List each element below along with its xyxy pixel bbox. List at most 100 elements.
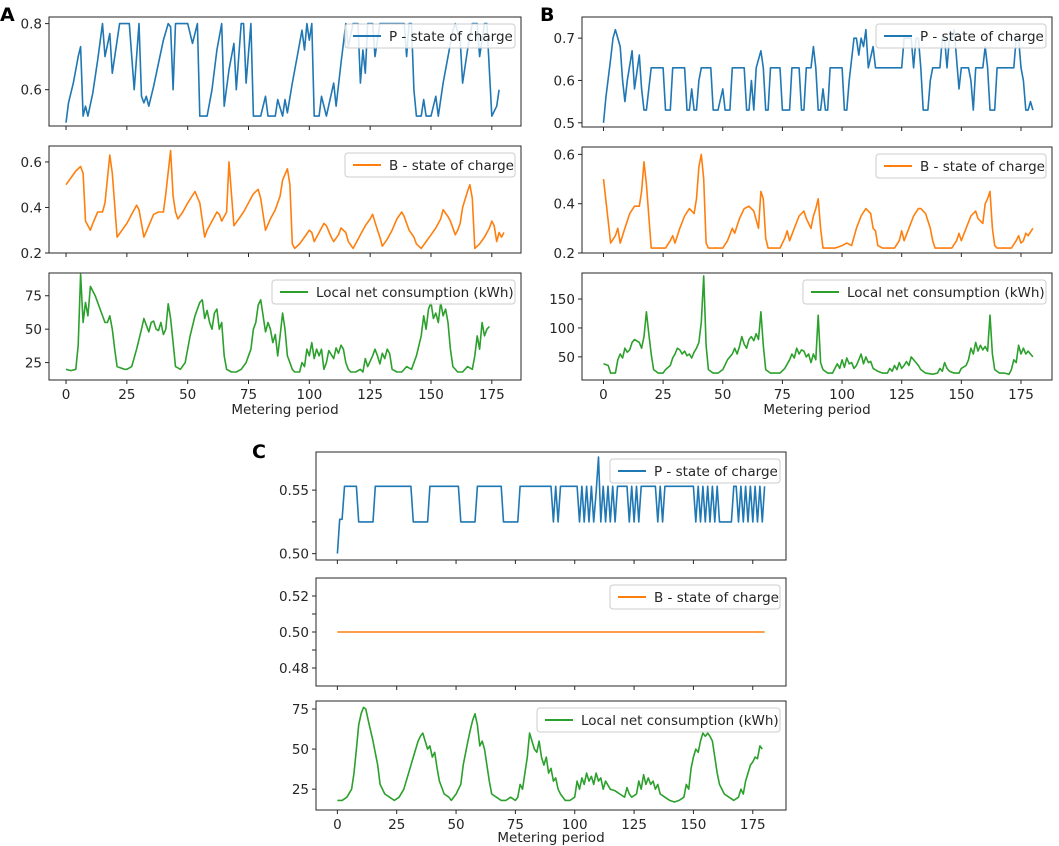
x-axis-label: Metering period	[231, 402, 338, 418]
y-tick-label: 50	[558, 350, 575, 366]
x-tick-label: 175	[479, 387, 505, 403]
legend-box	[536, 707, 781, 733]
x-tick-label: 25	[388, 817, 405, 833]
y-tick-label: 0.6	[21, 155, 42, 171]
series-line-p	[65, 22, 500, 123]
y-tick-label: 0.52	[279, 589, 309, 605]
panel-letter-a: A	[0, 4, 15, 26]
y-tick-label: 0.2	[21, 246, 42, 262]
x-tick-label: 75	[774, 387, 791, 403]
subplot-b-p: 0.5 0.6 0.7 P - state of charge	[554, 16, 1053, 132]
subplot-a-l: 25 50 75 0 25 50 75 100 125 150 175 Local net consu…	[25, 272, 522, 403]
x-tick-label: 125	[357, 387, 383, 403]
axes-frame	[48, 16, 522, 127]
x-tick-label: 0	[333, 817, 342, 833]
subplot-c-b: 0.48 0.50 0.52 B - state of charge	[279, 577, 787, 690]
legend-box	[344, 23, 516, 49]
y-tick-label: 0.50	[279, 547, 309, 563]
legend-box	[875, 23, 1047, 49]
subplot-b-b: 0.2 0.4 0.6 B - state of charge	[554, 146, 1053, 262]
x-tick-label: 125	[621, 817, 647, 833]
axes-frame	[581, 272, 1053, 381]
legend-box	[609, 458, 781, 484]
x-tick-label: 150	[418, 387, 444, 403]
series-line-l	[603, 275, 1034, 376]
legend-label: B - state of charge	[654, 590, 779, 606]
y-tick-label: 50	[25, 322, 42, 338]
y-tick-label: 0.55	[279, 483, 309, 499]
subplot-b-l: 50 100 150 0 25 50 75 100 125 150 175 Local net con…	[549, 272, 1053, 403]
y-tick-label: 0.4	[21, 200, 42, 216]
legend: B - state of charge	[875, 153, 1047, 179]
panel-letter-c: C	[252, 441, 266, 463]
x-tick-label: 50	[447, 817, 464, 833]
y-tick-label: 25	[25, 356, 42, 372]
series-line-b	[602, 153, 1034, 249]
axes-frame	[315, 700, 787, 811]
subplot-c-p: 0.50 0.55 P - state of charge	[279, 451, 787, 564]
x-tick-label: 175	[1008, 387, 1034, 403]
y-tick-label: 75	[25, 289, 42, 305]
y-tick-label: 0.2	[554, 246, 575, 262]
legend: Local net consumption (kWh)	[271, 279, 516, 305]
legend: B - state of charge	[344, 152, 516, 178]
y-tick-label: 25	[292, 782, 309, 798]
y-tick-label: 0.50	[279, 625, 309, 641]
y-tick-label: 0.7	[554, 31, 575, 47]
x-tick-label: 150	[681, 817, 707, 833]
series-line-b	[65, 149, 505, 250]
series-line-p	[602, 28, 1034, 123]
legend-label: P - state of charge	[654, 464, 778, 480]
legend-label: Local net consumption (kWh)	[316, 285, 514, 301]
x-tick-label: 100	[829, 387, 855, 403]
x-tick-label: 125	[889, 387, 915, 403]
series-line-l	[65, 273, 490, 373]
y-tick-label: 0.48	[279, 661, 309, 677]
series-line-p	[336, 456, 766, 554]
x-tick-label: 0	[599, 387, 608, 403]
x-tick-label: 50	[179, 387, 196, 403]
y-tick-label: 100	[549, 321, 575, 337]
legend-label: Local net consumption (kWh)	[847, 285, 1045, 301]
legend-box	[271, 279, 516, 305]
y-tick-label: 0.6	[21, 83, 42, 99]
axes-frame	[581, 16, 1053, 128]
legend-label: Local net consumption (kWh)	[581, 713, 779, 729]
axes-frame	[315, 451, 787, 561]
panel-letter-b: B	[540, 4, 554, 26]
legend: B - state of charge	[609, 584, 781, 610]
x-axis-label: Metering period	[497, 830, 604, 846]
x-tick-label: 50	[714, 387, 731, 403]
x-tick-label: 150	[948, 387, 974, 403]
legend-label: P - state of charge	[389, 29, 513, 45]
y-tick-label: 0.6	[554, 147, 575, 163]
legend-box	[344, 152, 516, 178]
legend: Local net consumption (kWh)	[802, 279, 1047, 305]
y-tick-label: 75	[292, 702, 309, 718]
axes-frame	[48, 272, 522, 381]
y-tick-label: 150	[549, 292, 575, 308]
legend: Local net consumption (kWh)	[536, 707, 781, 733]
legend: P - state of charge	[609, 458, 781, 484]
y-tick-label: 0.6	[554, 73, 575, 89]
x-tick-label: 25	[655, 387, 672, 403]
x-tick-label: 100	[562, 817, 588, 833]
x-tick-label: 175	[740, 817, 766, 833]
series-line-l	[337, 706, 763, 803]
x-tick-label: 75	[507, 817, 524, 833]
legend-label: B - state of charge	[920, 159, 1045, 175]
x-tick-label: 100	[296, 387, 322, 403]
x-tick-label: 0	[62, 387, 71, 403]
subplot-c-l: 25 50 75 0 25 50 75 100 125 150 175 Local net consu…	[292, 700, 787, 833]
panel-b: B 0.5 0.6 0.7 P - state of charge 0.2 0.4 0.6 B …	[540, 4, 1053, 418]
axes-frame	[48, 145, 522, 254]
x-tick-label: 75	[240, 387, 257, 403]
panel-c: C 0.50 0.55 P - state of charge 0.48 0.50 0.52…	[252, 441, 787, 846]
panel-a: A 0.6 0.8 P - state of charge 0.2 0.4 0.6 B - s…	[0, 4, 522, 418]
x-tick-label: 25	[118, 387, 135, 403]
subplot-a-p: 0.6 0.8 P - state of charge	[21, 16, 522, 130]
y-tick-label: 0.5	[554, 116, 575, 132]
subplot-a-b: 0.2 0.4 0.6 B - state of charge	[21, 145, 522, 262]
legend-box	[609, 584, 781, 610]
